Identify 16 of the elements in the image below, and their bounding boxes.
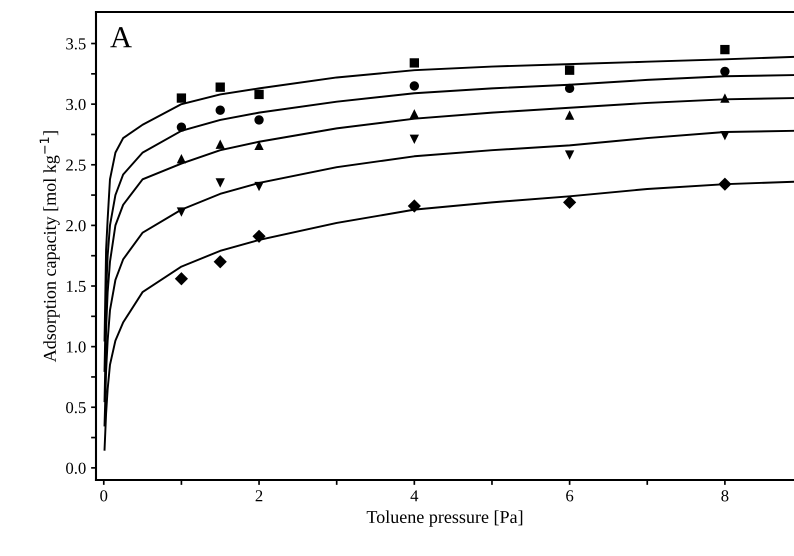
x-axis-title: Toluene pressure [Pa] (366, 510, 522, 527)
x-tick-label: 6 (566, 490, 574, 502)
x-tick-label: 0 (100, 490, 108, 502)
x-tick-label: 2 (256, 490, 262, 502)
y-tick-label: 0.0 (66, 462, 86, 474)
y-tick-label: 1.0 (66, 341, 86, 353)
y-tick-label: 0.5 (66, 402, 86, 414)
y-tick-label: 2.0 (66, 220, 86, 232)
y-tick-label: 3.5 (66, 38, 86, 50)
y-axis-title: Adsorption capacity [mol kg$^{−1}$] (40, 131, 60, 362)
annotation: A (110, 27, 132, 48)
y-tick-label: 1.5 (66, 280, 86, 292)
x-tick-label: 8 (721, 490, 728, 502)
y-tick-label: 2.5 (66, 160, 86, 171)
x-tick-label: 4 (410, 490, 418, 502)
y-tick-label: 3.0 (66, 98, 86, 110)
